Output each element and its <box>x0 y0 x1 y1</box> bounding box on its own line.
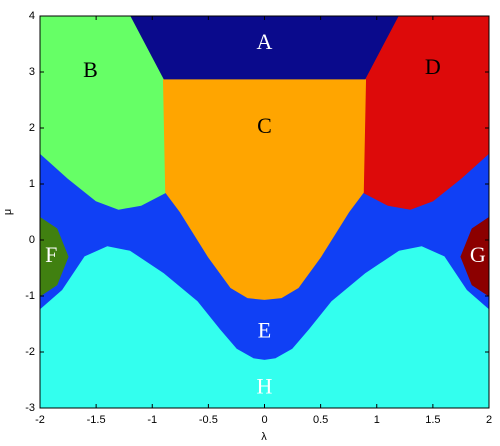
x-tick-label: 1.5 <box>425 414 440 426</box>
region-label: G <box>470 242 486 267</box>
region-label: H <box>257 373 273 398</box>
region-label: B <box>83 57 98 82</box>
region-label: F <box>45 242 57 267</box>
y-axis-label: μ <box>2 209 14 215</box>
y-tick-label: 1 <box>29 178 35 190</box>
x-tick-label: -1 <box>147 414 157 426</box>
region <box>362 15 490 210</box>
x-tick-label: 0 <box>261 414 267 426</box>
y-tick-label: -3 <box>25 402 35 414</box>
x-tick-label: -0.5 <box>199 414 218 426</box>
region <box>162 79 367 300</box>
region-label: E <box>258 317 271 342</box>
x-tick-label: 1 <box>374 414 380 426</box>
y-tick-label: 4 <box>29 10 35 22</box>
region <box>39 15 167 210</box>
y-tick-label: -1 <box>25 290 35 302</box>
x-tick-label: -1.5 <box>87 414 106 426</box>
y-tick-label: 3 <box>29 66 35 78</box>
region <box>39 246 490 409</box>
region-label: C <box>257 113 272 138</box>
y-tick-label: 0 <box>29 234 35 246</box>
region-label: A <box>257 29 273 54</box>
x-tick-label: 0.5 <box>313 414 328 426</box>
x-tick-label: 2 <box>486 414 492 426</box>
x-tick-label: -2 <box>35 414 45 426</box>
x-axis-label: λ <box>261 431 267 443</box>
region-label: D <box>425 54 441 79</box>
y-tick-label: 2 <box>29 122 35 134</box>
y-tick-label: -2 <box>25 346 35 358</box>
